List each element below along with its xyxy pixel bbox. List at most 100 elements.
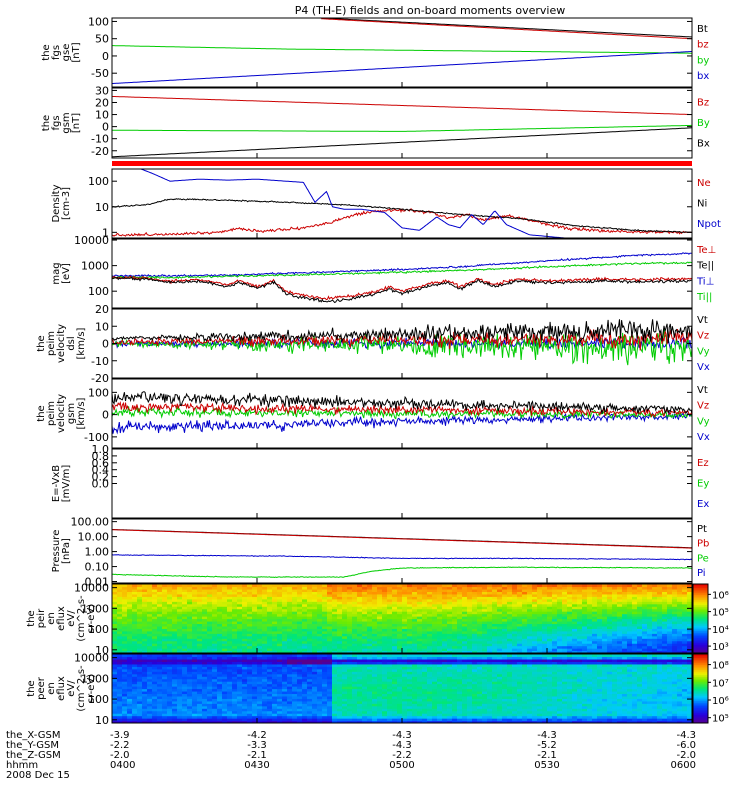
peir-spectrogram-cell: [667, 608, 673, 612]
peir-spectrogram-cell: [342, 606, 348, 610]
peer-spectrogram-cell: [337, 683, 343, 687]
peir-spectrogram-cell: [292, 620, 298, 625]
peir-spectrogram-cell: [202, 620, 208, 625]
peer-spectrogram-cell: [307, 700, 313, 704]
peir-spectrogram-cell: [632, 606, 638, 610]
peir-spectrogram-cell: [667, 625, 673, 629]
peer-spectrogram-cell: [212, 681, 218, 685]
peer-spectrogram-cell: [197, 695, 203, 699]
peir-spectrogram-cell: [302, 591, 308, 595]
peir-spectrogram-cell: [477, 588, 483, 592]
peir-spectrogram-cell: [602, 643, 608, 647]
peir-spectrogram-cell: [652, 586, 658, 590]
peir-spectrogram-cell: [232, 650, 238, 653]
peir-spectrogram-cell: [357, 640, 363, 644]
peir-spectrogram-cell: [312, 625, 318, 629]
peir-spectrogram-cell: [267, 618, 273, 622]
peir-spectrogram-cell: [412, 613, 418, 617]
peir-spectrogram-cell: [247, 584, 253, 588]
peir-spectrogram-cell: [602, 618, 608, 622]
peer-spectrogram-cell: [212, 720, 218, 723]
peir-spectrogram-cell: [247, 635, 253, 639]
peer-spectrogram-cell: [307, 666, 313, 670]
peir-spectrogram-cell: [227, 650, 233, 653]
peir-spectrogram-cell: [272, 593, 278, 597]
peir-spectrogram-cell: [272, 584, 278, 588]
peir-spectrogram-cell: [207, 601, 213, 605]
fgs-gsm-series-bx: [112, 127, 692, 158]
peir-spectrogram-cell: [647, 618, 653, 622]
peir-spectrogram-cell: [357, 588, 363, 592]
peer-spectrogram-cell: [187, 661, 193, 665]
peir-spectrogram-cell: [517, 620, 523, 625]
peir-spectrogram-cell: [442, 603, 448, 607]
peir-spectrogram-cell: [417, 588, 423, 592]
peir-spectrogram-cell: [422, 623, 428, 627]
peer-spectrogram-cell: [112, 686, 118, 690]
peir-spectrogram-cell: [352, 588, 358, 592]
peir-spectrogram-cell: [522, 616, 528, 620]
peir-spectrogram-cell: [207, 648, 213, 652]
peir-spectrogram-cell: [522, 601, 528, 605]
peir-spectrogram-cell: [322, 648, 328, 652]
peir-spectrogram-cell: [337, 586, 343, 590]
peir-spectrogram-cell: [607, 648, 613, 652]
peir-spectrogram-cell: [422, 606, 428, 610]
peir-spectrogram-cell: [227, 645, 233, 649]
peer-spectrogram-cell: [322, 654, 328, 658]
peir-spectrogram-cell: [397, 586, 403, 590]
peir-spectrogram-cell: [532, 601, 538, 605]
peer-spectrogram-cell: [297, 668, 303, 672]
peer-spectrogram-cell: [252, 690, 258, 695]
peir-spectrogram-cell: [142, 598, 148, 602]
peir-spectrogram-cell: [502, 628, 508, 632]
peer-spectrogram-cell: [257, 718, 263, 722]
peer-spectrogram-cell: [132, 718, 138, 722]
peir-spectrogram-cell: [422, 633, 428, 637]
temperature-ytick-label: 10000: [74, 234, 109, 247]
peir-spectrogram-cell: [687, 620, 692, 625]
peer-spectrogram-cell: [262, 686, 268, 690]
peer-spectrogram-cell: [257, 654, 263, 658]
fgs-gse-ylabel-line: gse: [61, 44, 72, 62]
peir-spectrogram-cell: [142, 588, 148, 592]
peir-spectrogram-cell: [207, 645, 213, 649]
peir-spectrogram-cell: [542, 608, 548, 612]
peer-spectrogram-cell: [337, 705, 343, 709]
peir-spectrogram-cell: [262, 601, 268, 605]
peir-spectrogram-cell: [142, 603, 148, 607]
peer-spectrogram-cell: [327, 671, 333, 675]
peir-spectrogram-cell: [457, 633, 463, 637]
peir-spectrogram-cell: [462, 640, 468, 644]
peim-velocity-gsm-ylabel-line: gsm: [66, 403, 77, 424]
peir-spectrogram-cell: [242, 620, 248, 625]
peir-spectrogram-cell: [372, 613, 378, 617]
peir-spectrogram-cell: [577, 591, 583, 595]
peir-spectrogram-cell: [282, 611, 288, 615]
peir-spectrogram-cell: [372, 608, 378, 612]
peir-spectrogram-cell: [132, 598, 138, 602]
peer-spectrogram-cell: [367, 695, 373, 699]
peir-spectrogram-cell: [262, 588, 268, 592]
peir-spectrogram-cell: [662, 625, 668, 629]
peir-spectrogram-cell: [387, 584, 393, 588]
peer-spectrogram-cell: [347, 666, 353, 670]
peer-spectrogram-cell: [252, 695, 258, 699]
peir-spectrogram-cell: [307, 584, 313, 588]
peir-spectrogram-cell: [257, 638, 263, 642]
peir-spectrogram-cell: [112, 596, 118, 600]
peir-spectrogram-cell: [512, 623, 518, 627]
peir-spectrogram-cell: [222, 596, 228, 600]
peir-spectrogram-cell: [517, 616, 523, 620]
peir-spectrogram-cell: [262, 613, 268, 617]
peir-spectrogram-cell: [607, 608, 613, 612]
peir-spectrogram-cell: [297, 643, 303, 647]
peir-spectrogram-cell: [482, 608, 488, 612]
peir-spectrogram-cell: [552, 643, 558, 647]
peir-spectrogram-cell: [567, 584, 573, 588]
peer-spectrogram-cell: [277, 673, 283, 677]
peer-spectrogram-cell: [127, 671, 133, 675]
peer-spectrogram-cell: [202, 683, 208, 687]
peir-spectrogram-cell: [547, 593, 553, 597]
peer-spectrogram-cell: [272, 666, 278, 670]
